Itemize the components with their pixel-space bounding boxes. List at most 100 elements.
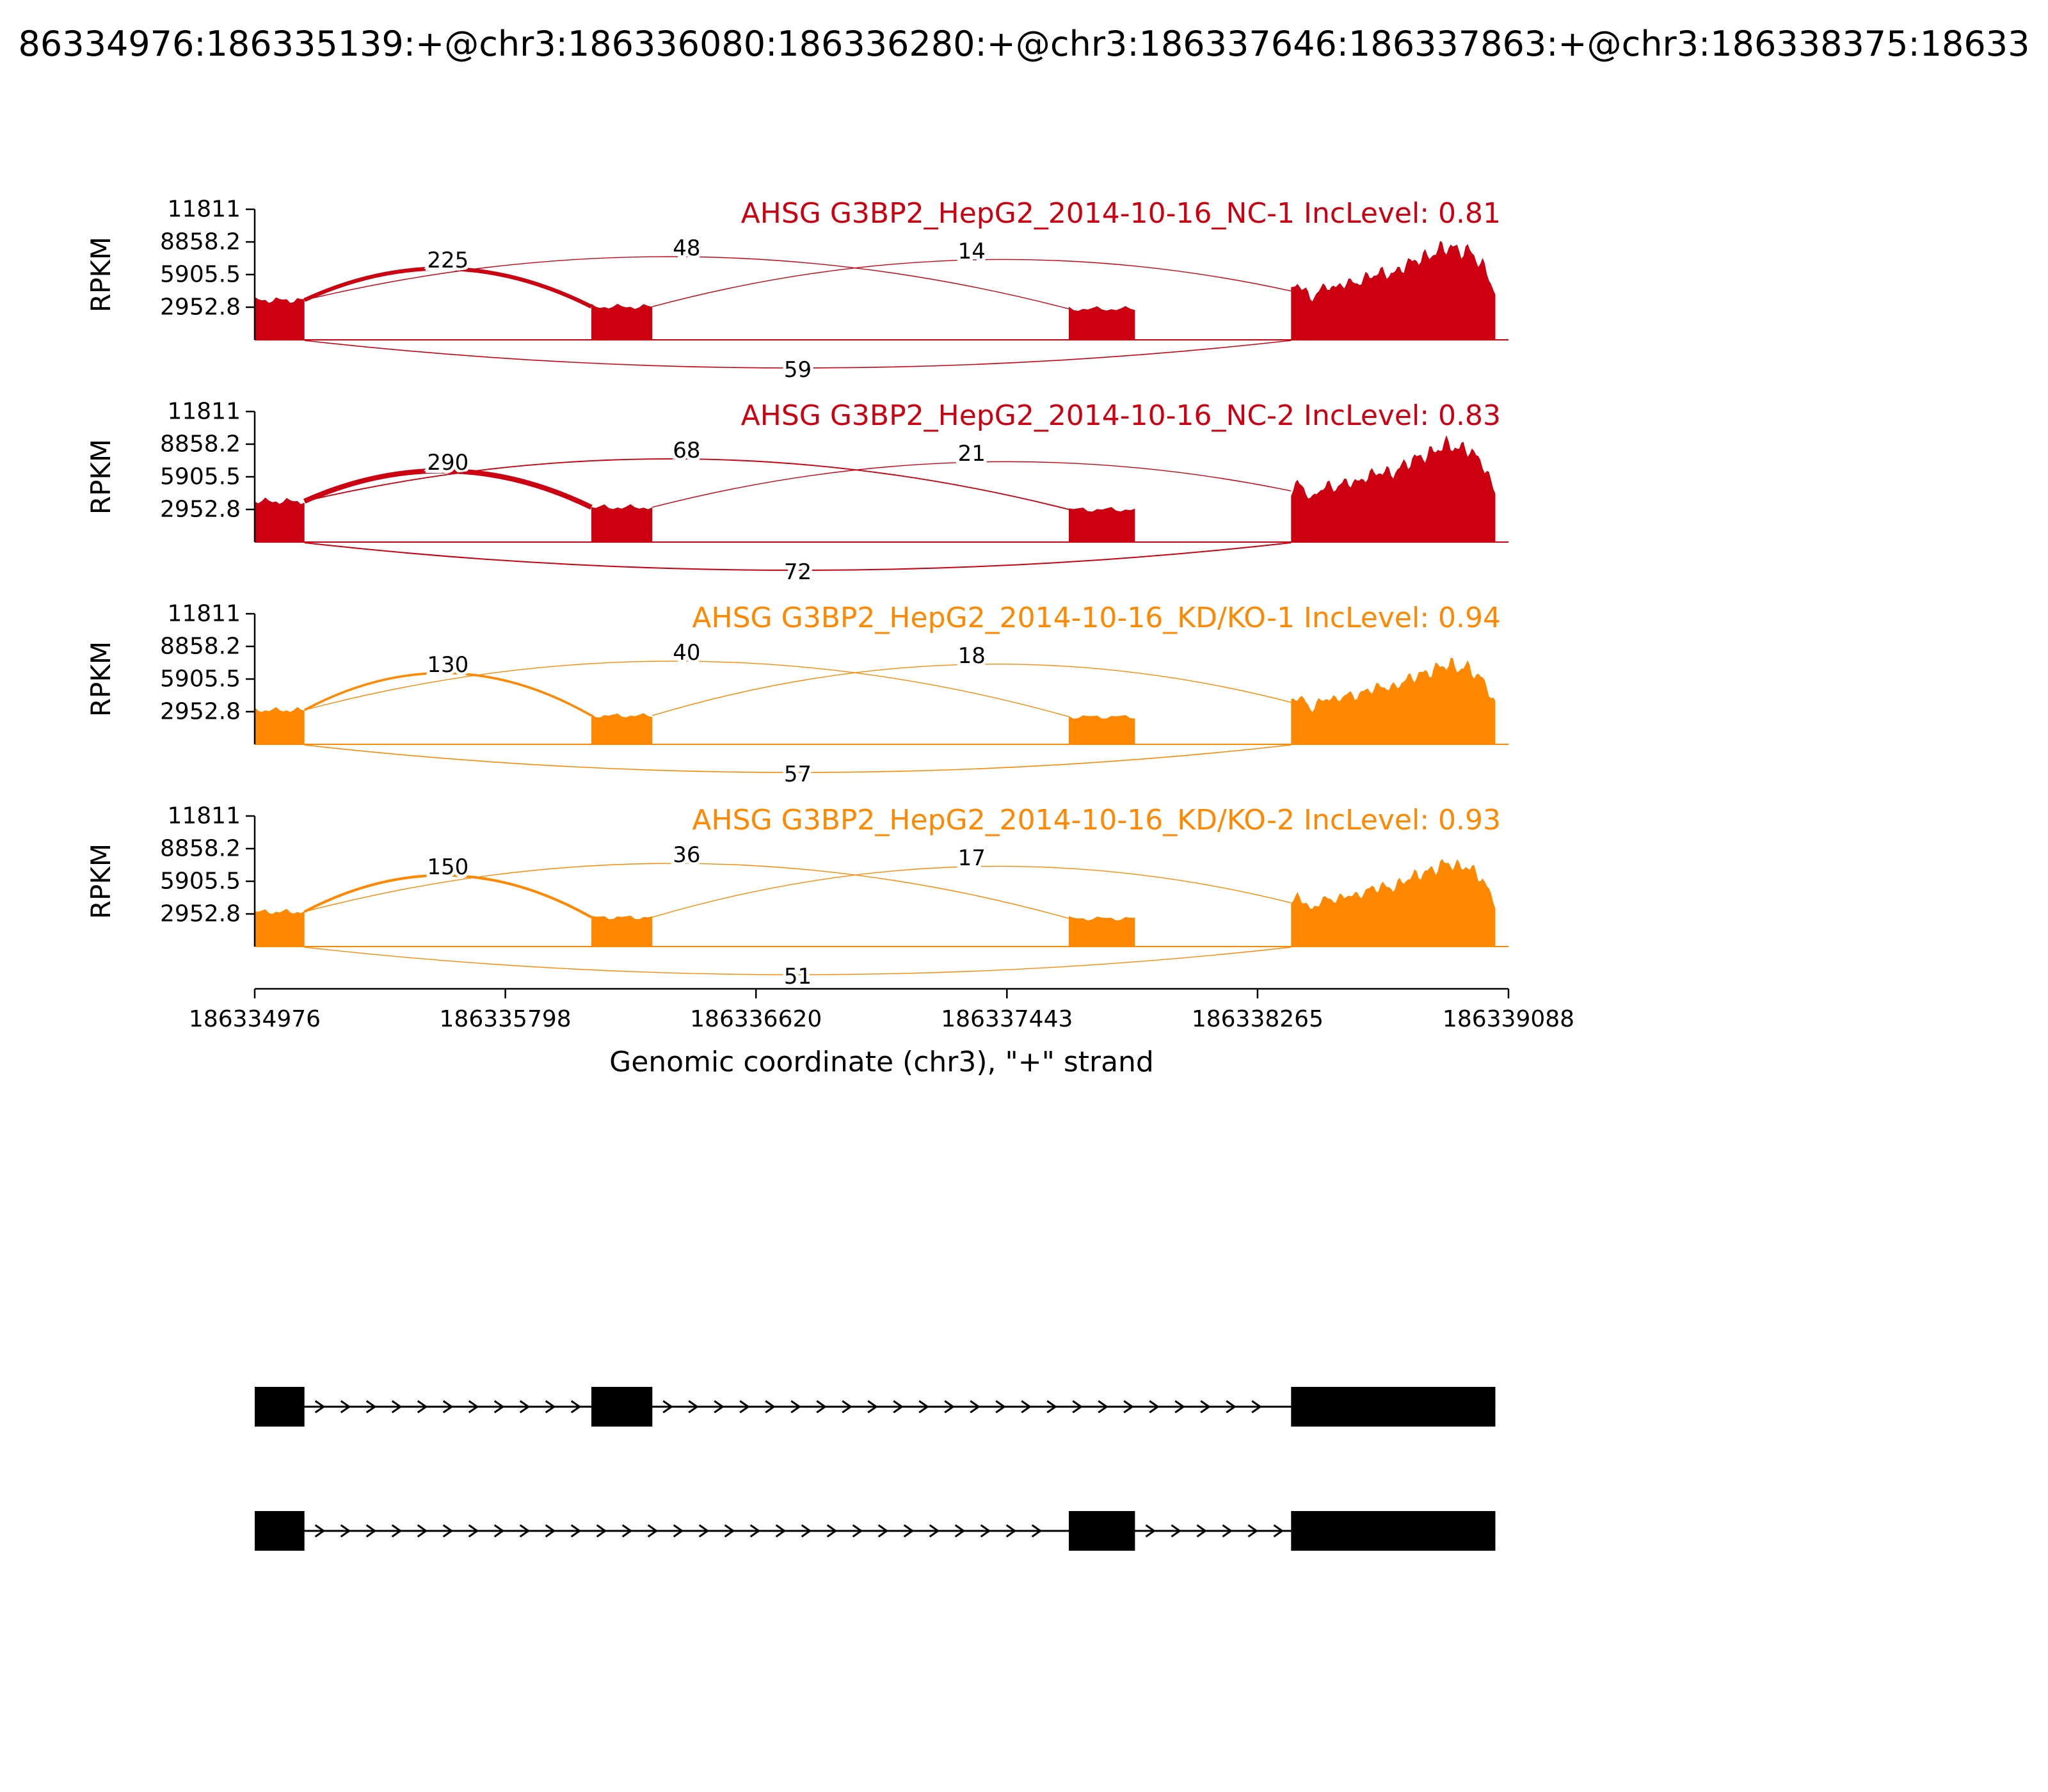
strand-arrow — [903, 1524, 915, 1538]
strand-arrow — [1005, 1524, 1017, 1538]
junction-arc — [303, 671, 592, 717]
strand-arrow — [662, 1400, 673, 1414]
strand-arrow — [570, 1400, 582, 1414]
strand-arrow — [1072, 1400, 1083, 1414]
junction-arc — [304, 744, 1292, 773]
junction-arc — [652, 865, 1292, 918]
coverage-downstream — [1291, 435, 1496, 542]
isoform-2 — [255, 1511, 1496, 1551]
strand-arrow — [842, 1400, 852, 1414]
strand-arrow — [970, 1400, 980, 1414]
coverage-downstream — [1291, 241, 1496, 340]
strand-arrow — [391, 1524, 403, 1538]
junction-count: 21 — [958, 441, 986, 467]
strand-arrow — [918, 1400, 929, 1414]
strand-arrow — [1222, 1524, 1233, 1538]
junction-count: 18 — [958, 643, 986, 669]
junction-arc — [652, 259, 1292, 307]
strand-arrow — [1251, 1400, 1262, 1414]
strand-arrow — [739, 1400, 750, 1414]
coverage-downstream — [1291, 859, 1496, 947]
strand-arrow — [391, 1400, 403, 1414]
track-title-kdko2: AHSG G3BP2_HepG2_2014-10-16_KD/KO-2 IncL… — [692, 804, 1501, 836]
figure-title: 86334976:186335139:+@chr3:186336080:1863… — [18, 24, 2030, 64]
x-tick-label: 186335798 — [440, 1006, 572, 1032]
strand-arrow — [519, 1524, 531, 1538]
strand-arrow — [775, 1524, 787, 1538]
y-tick-label: 8858.2 — [160, 229, 241, 255]
strand-arrow — [765, 1400, 776, 1414]
strand-arrow — [314, 1400, 326, 1414]
strand-arrow — [995, 1400, 1006, 1414]
strand-arrow — [1145, 1524, 1156, 1538]
coverage-upstream — [255, 707, 305, 744]
coverage-upstream — [255, 497, 305, 542]
junction-count: 51 — [784, 964, 812, 989]
strand-arrow — [519, 1400, 531, 1414]
coverage-second-exon — [1069, 507, 1135, 542]
strand-arrow — [929, 1524, 940, 1538]
isoform-1 — [255, 1387, 1496, 1427]
junction-count: 72 — [784, 559, 812, 585]
coverage-first-exon — [591, 303, 653, 340]
y-tick-label: 11811 — [167, 601, 241, 627]
strand-arrow — [867, 1400, 878, 1414]
junction-arc — [304, 947, 1292, 975]
strand-arrow — [714, 1400, 724, 1414]
strand-arrow — [1098, 1400, 1108, 1414]
x-tick-label: 186337443 — [941, 1006, 1073, 1032]
strand-arrow — [801, 1524, 812, 1538]
strand-arrow — [852, 1524, 863, 1538]
junction-count: 68 — [673, 438, 700, 463]
genomic-axis: 186334976 186335798 186336620 186337443 1863… — [189, 988, 1574, 1032]
x-tick-label: 186338265 — [1192, 1006, 1324, 1032]
strand-arrow — [1021, 1400, 1032, 1414]
strand-arrow — [442, 1400, 454, 1414]
y-tick-label: 5905.5 — [160, 868, 241, 895]
coverage-first-exon — [591, 713, 653, 744]
strand-arrow — [790, 1400, 801, 1414]
junction-arc — [304, 660, 1069, 717]
strand-arrow — [724, 1524, 735, 1538]
strand-arrow — [340, 1400, 351, 1414]
strand-arrow — [1247, 1524, 1259, 1538]
strand-arrow — [365, 1400, 377, 1414]
coverage-second-exon — [1069, 916, 1135, 947]
track-title-nc1: AHSG G3BP2_HepG2_2014-10-16_NC-1 IncLeve… — [740, 197, 1501, 230]
exon-box — [1291, 1387, 1496, 1427]
x-tick-label: 186339088 — [1443, 1006, 1574, 1032]
sashimi-track-3: 11811 8858.2 5905.5 2952.8 130 40 18 57 — [160, 601, 1508, 790]
strand-arrow — [673, 1524, 684, 1538]
junction-arc — [304, 340, 1292, 369]
y-tick-label: 11811 — [167, 803, 241, 829]
strand-arrow — [621, 1524, 633, 1538]
strand-arrow — [417, 1524, 428, 1538]
strand-arrow — [749, 1524, 761, 1538]
strand-arrow — [365, 1524, 377, 1538]
y-tick-label: 2952.8 — [160, 294, 241, 320]
strand-arrow — [698, 1524, 710, 1538]
y-tick-label: 8858.2 — [160, 634, 241, 660]
y-tick-label: 5905.5 — [160, 666, 241, 692]
y-tick-label: 5905.5 — [160, 464, 241, 490]
coverage-downstream — [1291, 658, 1496, 744]
strand-arrow — [314, 1524, 326, 1538]
junction-arc — [304, 863, 1069, 919]
junction-count: 48 — [673, 236, 700, 261]
strand-arrow — [647, 1524, 659, 1538]
strand-arrow — [1046, 1400, 1057, 1414]
strand-arrow — [570, 1524, 582, 1538]
exon-box — [591, 1387, 653, 1427]
strand-arrow — [1200, 1400, 1211, 1414]
track-title-nc2: AHSG G3BP2_HepG2_2014-10-16_NC-2 IncLeve… — [740, 399, 1501, 432]
y-tick-label: 11811 — [167, 399, 241, 425]
junction-count: 59 — [784, 357, 812, 383]
x-axis-label: Genomic coordinate (chr3), "+" strand — [609, 1046, 1154, 1078]
junction-arc — [303, 874, 593, 918]
strand-arrow — [1031, 1524, 1043, 1538]
x-tick-label: 186334976 — [189, 1006, 321, 1032]
strand-arrow — [493, 1400, 505, 1414]
strand-arrow — [545, 1524, 556, 1538]
